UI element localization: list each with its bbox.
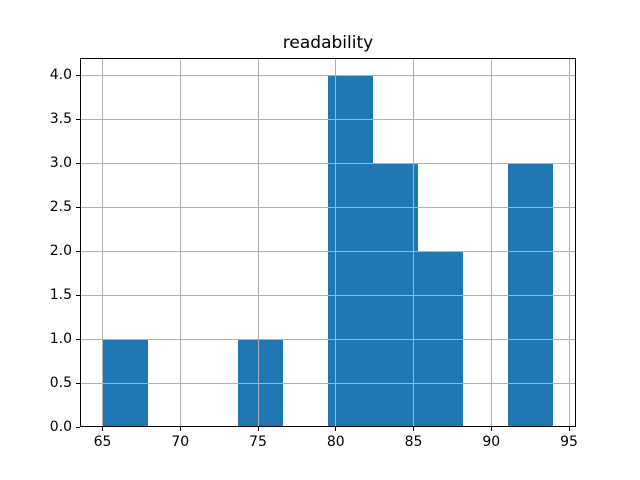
y-tick-mark (76, 74, 80, 76)
y-tick-label: 2.0 (49, 243, 72, 260)
y-tick-label: 2.5 (49, 199, 72, 216)
y-tick-mark (76, 206, 80, 208)
y-tick-label: 3.5 (49, 111, 72, 128)
x-tick-mark (413, 427, 415, 432)
y-tick-label: 0.0 (49, 419, 72, 436)
y-tick-mark (76, 250, 80, 252)
y-tick-mark (76, 118, 80, 120)
y-gridline (80, 294, 576, 296)
x-tick-mark (102, 427, 104, 432)
y-tick-mark (76, 294, 80, 296)
y-tick-label: 3.0 (49, 155, 72, 172)
chart-title: readability (282, 33, 374, 53)
x-tick-label: 70 (171, 434, 190, 451)
x-gridline (568, 57, 570, 428)
x-gridline (257, 57, 259, 428)
y-gridline (80, 338, 576, 340)
y-gridline (80, 162, 576, 164)
y-gridline (80, 250, 576, 252)
y-tick-mark (76, 426, 80, 428)
y-tick-mark (76, 382, 80, 384)
x-tick-label: 90 (482, 434, 501, 451)
x-tick-label: 65 (93, 434, 112, 451)
x-tick-mark (490, 427, 492, 432)
y-tick-mark (76, 162, 80, 164)
x-tick-mark (335, 427, 337, 432)
plot-border (80, 57, 576, 428)
y-tick-label: 1.5 (49, 287, 72, 304)
y-tick-label: 1.0 (49, 331, 72, 348)
x-gridline (413, 57, 415, 428)
x-tick-label: 80 (326, 434, 345, 451)
x-gridline (335, 57, 337, 428)
x-tick-label: 85 (404, 434, 423, 451)
x-tick-mark (179, 427, 181, 432)
y-gridline (80, 382, 576, 384)
x-gridline (102, 57, 104, 428)
grid-layer (80, 57, 576, 428)
x-gridline (490, 57, 492, 428)
y-tick-label: 0.5 (49, 375, 72, 392)
y-gridline (80, 118, 576, 120)
y-gridline (80, 206, 576, 208)
y-tick-mark (76, 338, 80, 340)
y-gridline (80, 74, 576, 76)
plot-area (80, 57, 576, 428)
y-tick-label: 4.0 (49, 67, 72, 84)
x-tick-label: 75 (249, 434, 267, 451)
x-tick-mark (257, 427, 259, 432)
x-tick-label: 95 (560, 434, 578, 451)
x-tick-mark (568, 427, 570, 432)
x-gridline (179, 57, 181, 428)
